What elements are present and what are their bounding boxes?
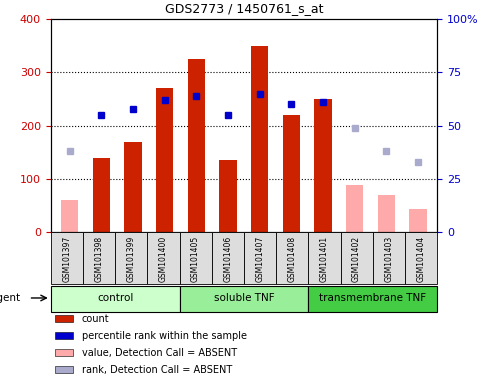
Bar [378, 195, 395, 232]
Bar [410, 209, 427, 232]
Bar [124, 142, 142, 232]
Text: GSM101403: GSM101403 [384, 236, 393, 282]
Bar [346, 185, 364, 232]
Text: GSM101401: GSM101401 [320, 236, 329, 282]
Bar [251, 46, 269, 232]
Bar [219, 161, 237, 232]
Bar [180, 232, 212, 284]
Text: value, Detection Call = ABSENT: value, Detection Call = ABSENT [82, 348, 237, 358]
Bar [115, 232, 147, 284]
Text: rank, Detection Call = ABSENT: rank, Detection Call = ABSENT [82, 365, 232, 375]
Bar [314, 99, 332, 232]
Bar [93, 158, 110, 232]
Text: control: control [97, 293, 133, 303]
Text: GSM101402: GSM101402 [352, 236, 361, 282]
Text: GSM101406: GSM101406 [223, 236, 232, 282]
Bar [180, 286, 308, 311]
Bar [156, 88, 173, 232]
Text: GSM101398: GSM101398 [95, 236, 103, 282]
Bar [51, 286, 180, 311]
Text: GSM101404: GSM101404 [416, 236, 426, 282]
Text: GSM101405: GSM101405 [191, 236, 200, 282]
Text: soluble TNF: soluble TNF [213, 293, 274, 303]
Bar [55, 315, 73, 322]
Bar [212, 232, 244, 284]
Bar [244, 232, 276, 284]
Text: GSM101399: GSM101399 [127, 236, 136, 282]
Text: percentile rank within the sample: percentile rank within the sample [82, 331, 246, 341]
Text: transmembrane TNF: transmembrane TNF [319, 293, 426, 303]
Text: GSM101407: GSM101407 [256, 236, 265, 282]
Text: count: count [82, 314, 109, 324]
Bar [55, 332, 73, 339]
Text: GSM101400: GSM101400 [159, 236, 168, 282]
Bar [405, 232, 437, 284]
Bar [147, 232, 180, 284]
Bar [283, 115, 300, 232]
Bar [188, 59, 205, 232]
Bar [308, 232, 341, 284]
Text: GSM101397: GSM101397 [62, 236, 71, 282]
Text: agent: agent [0, 293, 21, 303]
Bar [55, 366, 73, 373]
Bar [55, 349, 73, 356]
Bar [83, 232, 115, 284]
Bar [61, 200, 78, 232]
Bar [276, 232, 308, 284]
Bar [308, 286, 437, 311]
Text: GSM101408: GSM101408 [288, 236, 297, 282]
Title: GDS2773 / 1450761_s_at: GDS2773 / 1450761_s_at [165, 2, 323, 15]
Bar [373, 232, 405, 284]
Bar [341, 232, 373, 284]
Bar [51, 232, 83, 284]
